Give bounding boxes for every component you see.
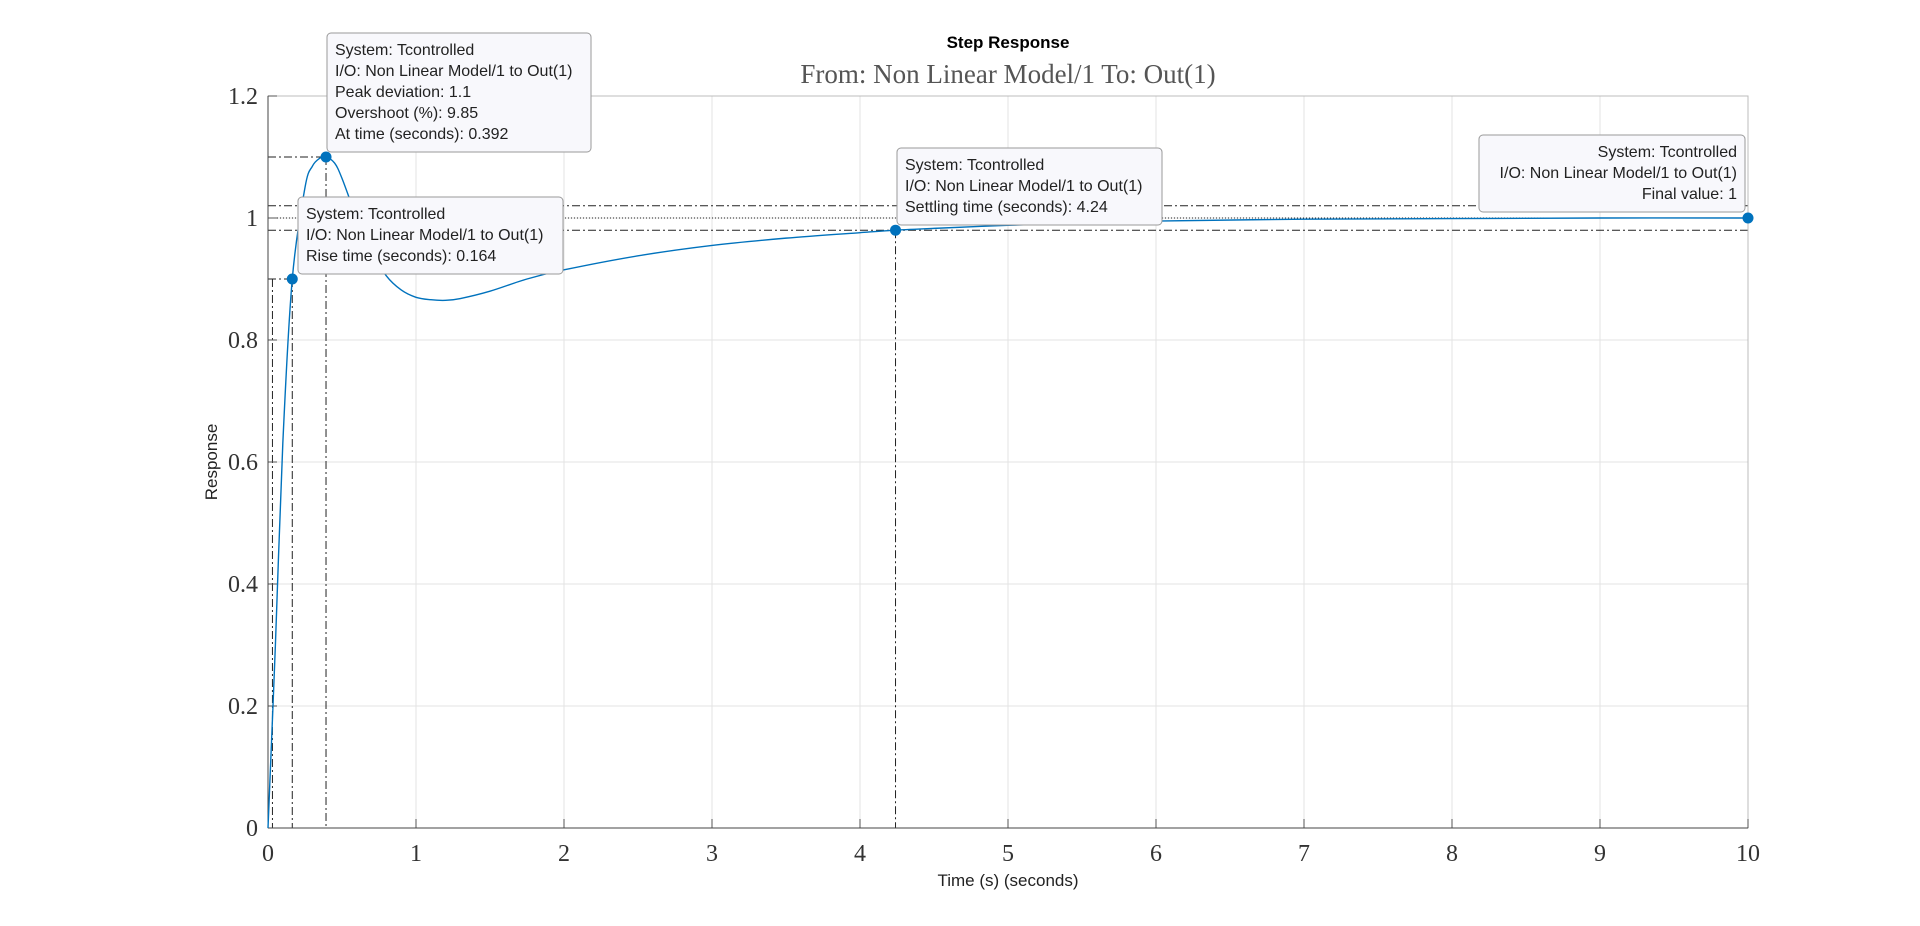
y-tick-label: 0.4 <box>228 572 258 598</box>
datatip-marker[interactable] <box>286 273 298 285</box>
y-tick-label: 0.8 <box>228 328 258 354</box>
datatip-line: At time (seconds): 0.392 <box>335 126 509 143</box>
x-tick-label: 4 <box>854 841 866 867</box>
axes: 0 1 2 3 4 5 6 7 8 9 10 0 0.2 0.4 0.6 0.8 1 1.2 <box>228 84 1760 867</box>
datatip-marker[interactable] <box>890 224 902 236</box>
datatips: System: Tcontrolled I/O: Non Linear Model… <box>297 32 1746 275</box>
datatip-marker[interactable] <box>320 151 332 163</box>
x-axis-label: Time (s) (seconds) <box>937 871 1078 890</box>
chart-title: Step Response <box>947 33 1070 52</box>
x-tick-label: 3 <box>706 841 718 867</box>
datatip-box[interactable]: System: Tcontrolled I/O: Non Linear Model… <box>297 196 564 275</box>
y-axis-label: Response <box>202 424 221 501</box>
datatip-line: Settling time (seconds): 4.24 <box>905 199 1108 216</box>
x-tick-label: 6 <box>1150 841 1162 867</box>
x-tick-label: 1 <box>410 841 422 867</box>
datatip-line: System: Tcontrolled <box>306 206 445 223</box>
x-tick-label: 2 <box>558 841 570 867</box>
datatip-background <box>1478 134 1746 213</box>
datatip-line: Peak deviation: 1.1 <box>335 84 471 101</box>
datatip-box[interactable]: System: Tcontrolled I/O: Non Linear Model… <box>896 147 1163 226</box>
datatip-marker[interactable] <box>1742 212 1754 224</box>
y-tick-label: 1.2 <box>228 84 258 110</box>
datatip-background <box>297 196 564 275</box>
y-tick-label: 0.2 <box>228 694 258 720</box>
datatip-line: System: Tcontrolled <box>335 42 474 59</box>
y-tick-label: 1 <box>246 206 258 232</box>
datatip-line: Rise time (seconds): 0.164 <box>306 248 496 265</box>
x-tick-label: 7 <box>1298 841 1310 867</box>
datatip-line: I/O: Non Linear Model/1 to Out(1) <box>306 227 543 244</box>
x-tick-label: 0 <box>262 841 274 867</box>
y-tick-label: 0.6 <box>228 450 258 476</box>
datatip-line: System: Tcontrolled <box>905 157 1044 174</box>
x-tick-label: 8 <box>1446 841 1458 867</box>
datatip-box[interactable]: System: Tcontrolled I/O: Non Linear Model… <box>326 32 592 153</box>
y-tick-label: 0 <box>246 816 258 842</box>
x-tick-label: 9 <box>1594 841 1606 867</box>
datatip-background <box>326 32 592 153</box>
datatip-line: I/O: Non Linear Model/1 to Out(1) <box>335 63 572 80</box>
x-tick-label: 10 <box>1736 841 1760 867</box>
x-tick-label: 5 <box>1002 841 1014 867</box>
datatip-line: I/O: Non Linear Model/1 to Out(1) <box>1500 165 1737 182</box>
chart-subtitle: From: Non Linear Model/1 To: Out(1) <box>800 59 1215 89</box>
datatip-box[interactable]: System: Tcontrolled I/O: Non Linear Model… <box>1478 134 1746 213</box>
datatip-line: System: Tcontrolled <box>1598 144 1737 161</box>
datatip-line: Overshoot (%): 9.85 <box>335 105 478 122</box>
datatip-background <box>896 147 1163 226</box>
datatip-line: Final value: 1 <box>1642 186 1737 203</box>
datatip-line: I/O: Non Linear Model/1 to Out(1) <box>905 178 1142 195</box>
